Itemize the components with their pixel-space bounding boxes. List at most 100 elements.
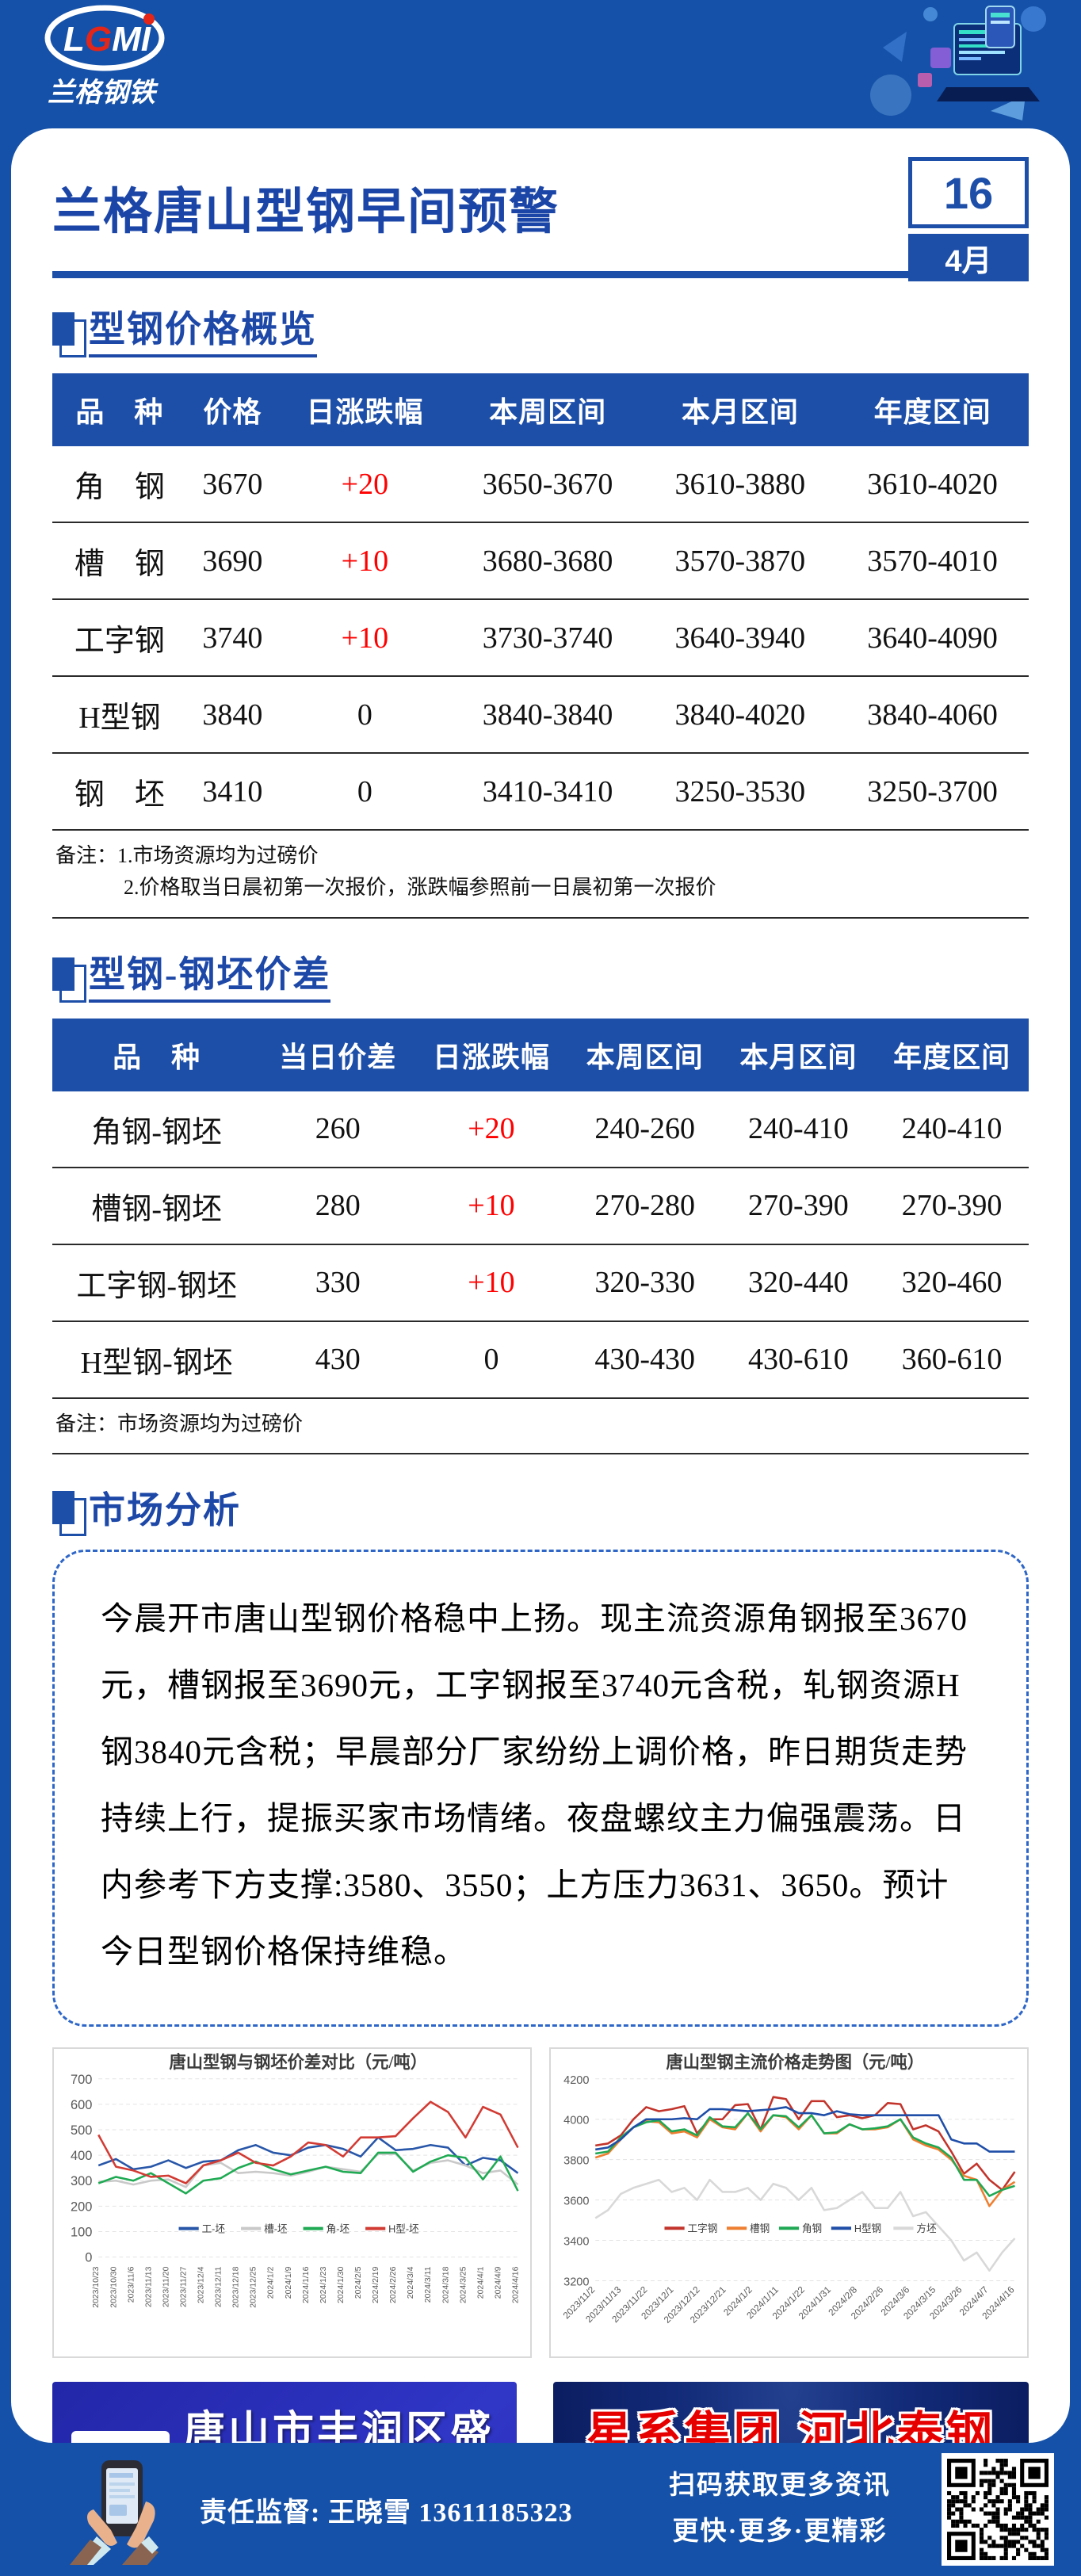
section-heading-price-overview: 型钢价格概览 [52,300,1029,357]
table-cell: 3740 [186,599,278,677]
table-cell: 槽钢-钢坯 [52,1167,262,1245]
column-header: 年度区间 [836,373,1029,446]
date-month: 4月 [908,234,1029,281]
table-cell: 工字钢-钢坯 [52,1244,262,1322]
table-cell: 工字钢 [52,599,187,677]
table-row: 工字钢 3740 +10 3730-3740 3640-3940 3640-4090 [52,599,1029,677]
table-cell: 3650-3670 [451,446,644,523]
svg-text:2023/11/13: 2023/11/13 [144,2266,153,2307]
table-cell: 3640-3940 [644,599,837,677]
lgmi-logo-icon: LGMI 兰格钢铁 [44,5,165,108]
table-cell: H型钢-钢坯 [52,1320,262,1399]
svg-text:2023/12/18: 2023/12/18 [232,2266,241,2307]
note-line: 2.价格取当日晨初第一次报价，涨跌幅参照前一日晨初第一次报价 [124,876,716,900]
svg-text:2024/2/26: 2024/2/26 [389,2266,398,2303]
table-header-row: 品 种价格 日涨跌幅 本周区间 本月区间 年度区间 [52,373,1029,446]
section-bullet-icon [52,312,86,357]
table-cell: 280 [261,1167,415,1245]
price-trend-chart: 唐山型钢主流价格走势图（元/吨） 3200 3400 3600 3800 4000 4200… [549,2047,1029,2359]
column-header: 日涨跌幅 [414,1018,568,1091]
table-cell: +10 [277,599,452,677]
svg-text:2024/1/30: 2024/1/30 [337,2266,346,2303]
table-cell: 3680-3680 [451,522,644,600]
column-header: 本周区间 [451,373,644,446]
svg-text:4000: 4000 [563,2115,589,2127]
table-cell: 240-260 [567,1091,722,1168]
table-cell: 角钢-钢坯 [52,1091,262,1168]
price-overview-table: 品 种价格 日涨跌幅 本周区间 本月区间 年度区间 角 钢 3670 +20 3650-367… [52,373,1029,831]
svg-text:角-坯: 角-坯 [327,2223,350,2235]
ad-hebei-taigang[interactable]: 星系集团 河北泰钢 我公司现有扁钢生产线，主营型号尺寸为：30-120mm宽度、… [552,2382,1029,2443]
table-cell: 3840 [186,676,278,754]
section-title: 型钢价格概览 [89,300,317,357]
ad-shengrisheng[interactable]: 盛日升 唐山市丰润区盛日升 商贸有限公司 主营 镀锌方矩管 镀锌角钢 镀锌槽钢 … [52,2382,517,2443]
table-row: 工字钢-钢坯 330 +10 320-330 320-440 320-460 [52,1244,1029,1322]
qr-slogan: 扫码获取更多资讯 更快·更多·更精彩 [669,2463,891,2555]
spread-chart-canvas: 唐山型钢与钢坯价差对比（元/吨） 0 100 200 300 400 500 600 700 20… [71,2052,521,2308]
table-cell: 3410 [186,753,278,831]
table-cell: 钢 坯 [52,753,187,831]
tech-illustration [835,0,1065,131]
svg-text:200: 200 [71,2199,92,2214]
svg-text:600: 600 [71,2097,92,2112]
table-cell: 槽 钢 [52,522,187,600]
qr-code[interactable] [942,2453,1054,2566]
svg-text:2023/11/6: 2023/11/6 [127,2266,136,2303]
date-box: 16 4月 [908,157,1029,281]
svg-text:3600: 3600 [563,2196,589,2208]
supervisor-text: 责任监督: 王晓雪 13611185323 [200,2498,573,2528]
svg-text:300: 300 [71,2173,92,2188]
svg-text:2024/1/2: 2024/1/2 [267,2266,276,2299]
svg-text:工-坯: 工-坯 [202,2223,226,2235]
page-title: 兰格唐山型钢早间预警 [52,185,560,239]
svg-text:H型钢: H型钢 [854,2222,881,2234]
table-cell: 3840-3840 [451,676,644,754]
lgmi-logo: LGMI 兰格钢铁 [41,5,200,120]
svg-text:角钢: 角钢 [802,2222,822,2234]
table-cell: 3250-3530 [644,753,837,831]
table-cell: 430-610 [721,1320,876,1399]
table-cell: 角 钢 [52,446,187,523]
section-title: 型钢-钢坯价差 [89,946,331,1003]
svg-text:500: 500 [71,2123,92,2138]
table-cell: +20 [277,446,452,523]
table-cell: H型钢 [52,676,187,754]
svg-text:3200: 3200 [563,2276,589,2288]
table1-notes: 备注：1.市场资源均为过磅价 2.价格取当日晨初第一次报价，涨跌幅参照前一日晨初… [52,831,1029,919]
table-cell: 3670 [186,446,278,523]
svg-text:2024/3/11: 2024/3/11 [424,2266,433,2303]
svg-text:3400: 3400 [563,2236,589,2249]
table-cell: 3410-3410 [451,753,644,831]
table-cell: +10 [277,522,452,600]
report-card: 兰格唐山型钢早间预警 16 4月 型钢价格概览 品 种价格 日涨跌幅 本周区间 本月区… [11,128,1070,2443]
svg-text:700: 700 [71,2072,92,2087]
company-name-line1: 唐山市丰润区盛日升 [184,2409,495,2443]
svg-text:2024/4/16: 2024/4/16 [512,2266,521,2303]
table-cell: 3640-4090 [836,599,1029,677]
svg-text:唐山型钢主流价格走势图（元/吨）: 唐山型钢主流价格走势图（元/吨） [666,2052,924,2072]
table-cell: 430 [261,1320,415,1399]
brand-name-cn: 兰格钢铁 [48,78,159,108]
table-cell: 240-410 [721,1091,876,1168]
svg-text:2024/1/9: 2024/1/9 [285,2266,293,2299]
table-row: 角钢-钢坯 260 +20 240-260 240-410 240-410 [52,1091,1029,1168]
table-cell: 3570-3870 [644,522,837,600]
table-cell: 0 [277,676,452,754]
column-header: 年度区间 [875,1018,1029,1091]
svg-text:2023/10/23: 2023/10/23 [92,2266,101,2307]
table-cell: 3610-4020 [836,446,1029,523]
svg-text:工字钢: 工字钢 [688,2222,718,2234]
qr-code-pattern [947,2459,1049,2560]
table-cell: 3610-3880 [644,446,837,523]
note-line: 备注：1.市场资源均为过磅价 [55,844,319,867]
spread-table: 品 种当日价差 日涨跌幅 本周区间 本月区间 年度区间 角钢-钢坯 260 +20 240-2… [52,1018,1029,1399]
table-cell: 240-410 [875,1091,1029,1168]
column-header: 日涨跌幅 [277,373,452,446]
table-cell: 320-460 [875,1244,1029,1322]
table-row: 槽 钢 3690 +10 3680-3680 3570-3870 3570-4010 [52,522,1029,600]
title-row: 兰格唐山型钢早间预警 16 4月 [52,147,1029,281]
table-cell: 430-430 [567,1320,722,1399]
svg-text:2024/4/1: 2024/4/1 [476,2266,485,2299]
column-header: 价格 [186,373,278,446]
